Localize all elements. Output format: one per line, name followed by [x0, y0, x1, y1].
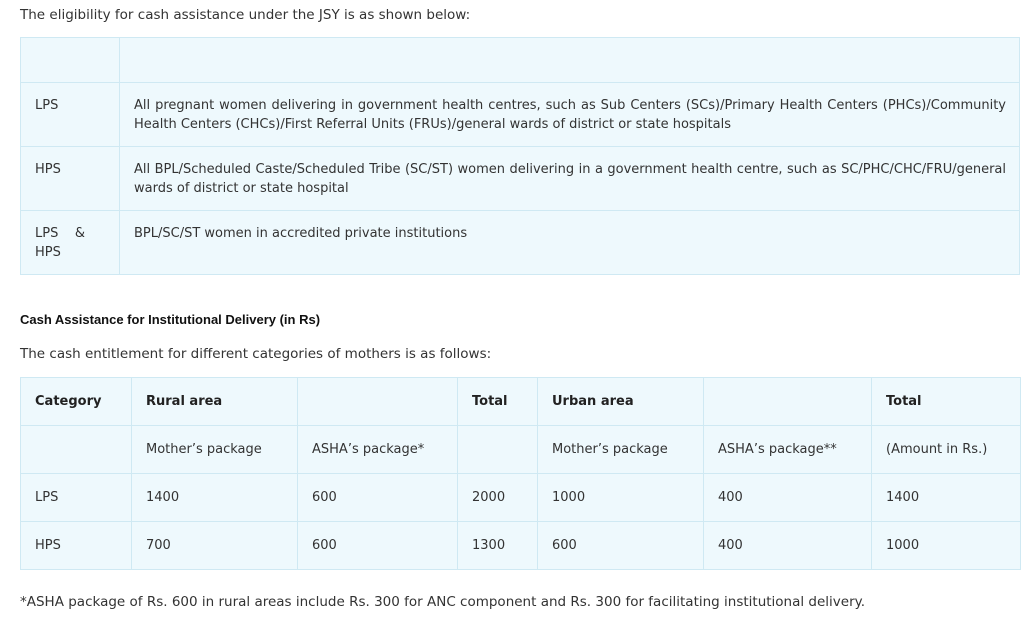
table-header-cell	[20, 37, 120, 83]
header-total: Total	[871, 377, 1021, 426]
category-hps: HPS	[35, 245, 61, 260]
header-category: Category	[20, 377, 132, 426]
header-urban-area: Urban area	[537, 377, 704, 426]
category-cell: LPS & HPS	[20, 210, 120, 275]
table-cell: LPS	[20, 473, 132, 522]
cash-intro-text: The cash entitlement for different categ…	[20, 346, 492, 362]
table-cell: 1400	[131, 473, 298, 522]
table-cell	[457, 425, 538, 474]
table-cell: 1000	[537, 473, 704, 522]
table-cell: 1300	[457, 521, 538, 570]
table-header-row	[20, 37, 1020, 83]
table-cell: Mother’s package	[131, 425, 298, 474]
table-subheader-row: Mother’s package ASHA’s package* Mother’…	[20, 425, 1021, 474]
intro-text: The eligibility for cash assistance unde…	[20, 7, 471, 23]
header-empty	[297, 377, 458, 426]
description-cell: BPL/SC/ST women in accredited private in…	[119, 210, 1020, 275]
category-label-line: LPS &	[35, 224, 85, 243]
table-row: LPS All pregnant women delivering in gov…	[20, 82, 1020, 147]
footnote: *ASHA package of Rs. 600 in rural areas …	[20, 594, 866, 610]
table-cell: 600	[297, 521, 458, 570]
header-empty	[703, 377, 872, 426]
table-cell: 600	[537, 521, 704, 570]
table-header-row: Category Rural area Total Urban area Tot…	[20, 377, 1021, 426]
table-cell: 2000	[457, 473, 538, 522]
table-cell: ASHA’s package*	[297, 425, 458, 474]
eligibility-table: LPS All pregnant women delivering in gov…	[20, 37, 1020, 275]
table-cell: (Amount in Rs.)	[871, 425, 1021, 474]
section-heading: Cash Assistance for Institutional Delive…	[20, 312, 321, 327]
table-row: HPS 700 600 1300 600 400 1000	[20, 521, 1021, 570]
table-row: HPS All BPL/Scheduled Caste/Scheduled Tr…	[20, 146, 1020, 211]
cash-assistance-table: Category Rural area Total Urban area Tot…	[20, 377, 1021, 570]
table-header-cell	[119, 37, 1020, 83]
table-row: LPS & HPS BPL/SC/ST women in accredited …	[20, 210, 1020, 275]
table-cell: 700	[131, 521, 298, 570]
table-cell: 400	[703, 473, 872, 522]
table-cell: Mother’s package	[537, 425, 704, 474]
table-row: LPS 1400 600 2000 1000 400 1400	[20, 473, 1021, 522]
category-cell: HPS	[20, 146, 120, 211]
table-cell: ASHA’s package**	[703, 425, 872, 474]
category-cell: LPS	[20, 82, 120, 147]
description-cell: All pregnant women delivering in governm…	[119, 82, 1020, 147]
table-cell: 600	[297, 473, 458, 522]
header-rural-area: Rural area	[131, 377, 298, 426]
category-lps: LPS	[35, 226, 59, 241]
header-total: Total	[457, 377, 538, 426]
table-cell: HPS	[20, 521, 132, 570]
table-cell: 1400	[871, 473, 1021, 522]
table-cell	[20, 425, 132, 474]
description-cell: All BPL/Scheduled Caste/Scheduled Tribe …	[119, 146, 1020, 211]
table-cell: 1000	[871, 521, 1021, 570]
category-ampersand: &	[74, 226, 85, 241]
table-cell: 400	[703, 521, 872, 570]
